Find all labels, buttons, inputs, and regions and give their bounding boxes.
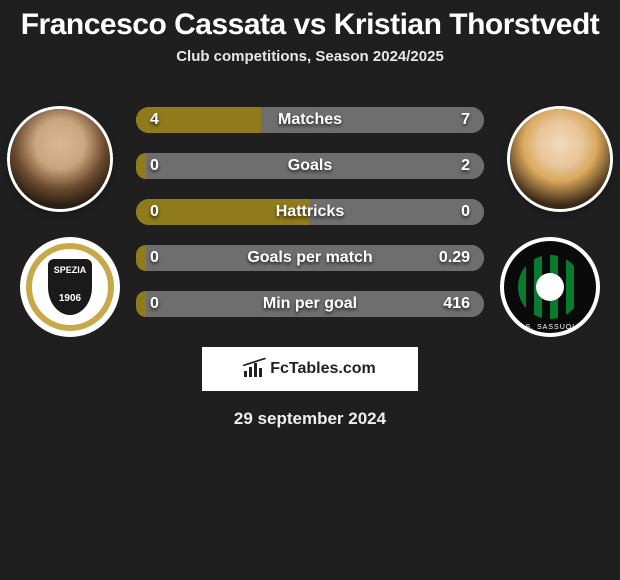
comparison-card: Francesco Cassata vs Kristian Thorstvedt… [0, 0, 620, 580]
player-avatar-right [510, 109, 610, 209]
stat-value-right: 0 [461, 195, 470, 229]
stat-row: Hattricks0 0 [136, 195, 484, 229]
stat-row: Goals0 2 [136, 149, 484, 183]
stat-value-right: 7 [461, 103, 470, 137]
player-avatar-left [10, 109, 110, 209]
stat-label: Goals [136, 149, 484, 183]
stat-value-left: 0 [150, 195, 159, 229]
club-badge-right: U.S. SASSUOLO [500, 237, 600, 337]
stat-row: Goals per match0 0.29 [136, 241, 484, 275]
club-badge-left: SPEZIA 1906 [20, 237, 120, 337]
stat-label: Goals per match [136, 241, 484, 275]
stat-label: Min per goal [136, 287, 484, 321]
brand-box: FcTables.com [202, 347, 418, 391]
club-right-name: U.S. SASSUOLO [500, 324, 600, 331]
stat-row: Min per goal0 416 [136, 287, 484, 321]
brand-text: FcTables.com [270, 360, 376, 378]
date-text: 29 september 2024 [0, 409, 620, 429]
club-left-name: SPEZIA [20, 265, 120, 275]
stat-label: Matches [136, 103, 484, 137]
stat-bars: Matches47Goals02Hattricks00Goals per mat… [136, 103, 484, 333]
spezia-logo: SPEZIA 1906 [20, 237, 120, 337]
stat-value-left: 0 [150, 287, 159, 321]
club-left-year: 1906 [20, 293, 120, 304]
stat-value-right: 2 [461, 149, 470, 183]
subtitle: Club competitions, Season 2024/2025 [0, 48, 620, 65]
stat-row: Matches4 7 [136, 103, 484, 137]
stat-value-left: 0 [150, 149, 159, 183]
page-title: Francesco Cassata vs Kristian Thorstvedt [0, 0, 620, 42]
sassuolo-logo: U.S. SASSUOLO [500, 237, 600, 337]
content-area: SPEZIA 1906 U.S. SASSUOLO Matches4 7 Goals… [0, 89, 620, 329]
stat-value-right: 416 [443, 287, 470, 321]
stat-value-left: 0 [150, 241, 159, 275]
stat-label: Hattricks [136, 195, 484, 229]
chart-icon [244, 361, 264, 377]
stat-value-right: 0.29 [439, 241, 470, 275]
stat-value-left: 4 [150, 103, 159, 137]
